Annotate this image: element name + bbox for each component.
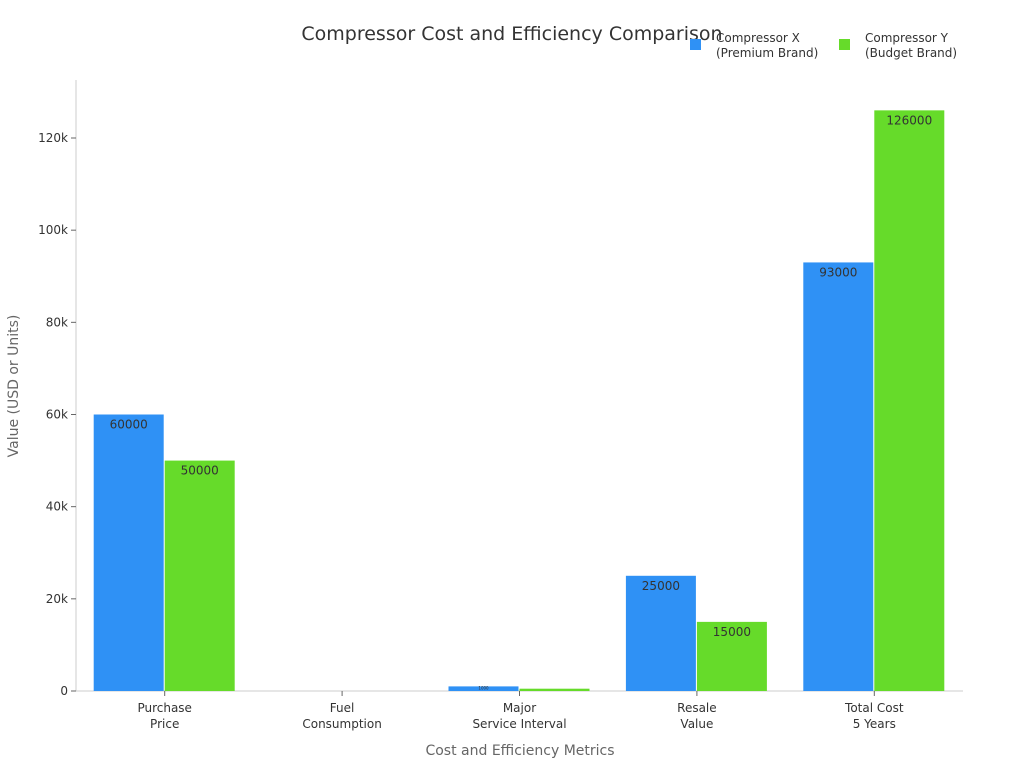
x-tick-label: 5 Years <box>853 717 896 731</box>
x-tick-label: Price <box>150 717 179 731</box>
x-tick-label: Service Interval <box>472 717 566 731</box>
legend-label: Compressor Y <box>865 31 949 45</box>
x-tick-label: Value <box>680 717 713 731</box>
y-tick-label: 60k <box>46 408 68 422</box>
legend-label: (Budget Brand) <box>865 46 957 60</box>
y-tick-label: 40k <box>46 500 68 514</box>
x-tick-label: Purchase <box>137 701 192 715</box>
bar <box>93 414 164 691</box>
data-label: 60000 <box>110 418 148 432</box>
legend-label: (Premium Brand) <box>716 46 818 60</box>
bar <box>625 575 696 691</box>
y-tick-label: 100k <box>38 223 68 237</box>
bar <box>164 460 235 691</box>
bar <box>874 110 945 692</box>
data-label: 25000 <box>642 579 680 593</box>
x-tick-label: Major <box>503 701 536 715</box>
y-tick-label: 80k <box>46 315 68 329</box>
data-label: 15000 <box>713 625 751 639</box>
bar <box>448 686 519 691</box>
data-label: 93000 <box>819 265 857 279</box>
chart-title: Compressor Cost and Efficiency Compariso… <box>301 23 722 45</box>
x-tick-label: Total Cost <box>844 701 904 715</box>
x-tick-label: Fuel <box>330 701 355 715</box>
y-tick-label: 20k <box>46 592 68 606</box>
legend-swatch <box>690 39 701 50</box>
y-tick-label: 0 <box>60 684 68 698</box>
bar <box>803 262 874 691</box>
y-axis-label: Value (USD or Units) <box>6 315 22 458</box>
legend-label: Compressor X <box>716 31 800 45</box>
data-label: 1000 <box>478 685 489 690</box>
data-label: 126000 <box>886 113 932 127</box>
bar <box>519 688 590 691</box>
y-tick-label: 120k <box>38 131 68 145</box>
x-tick-label: Consumption <box>302 717 381 731</box>
legend-swatch <box>839 39 850 50</box>
x-axis-label: Cost and Efficiency Metrics <box>425 743 614 759</box>
data-label: 50000 <box>181 464 219 478</box>
x-tick-label: Resale <box>677 701 717 715</box>
bar <box>696 621 767 691</box>
